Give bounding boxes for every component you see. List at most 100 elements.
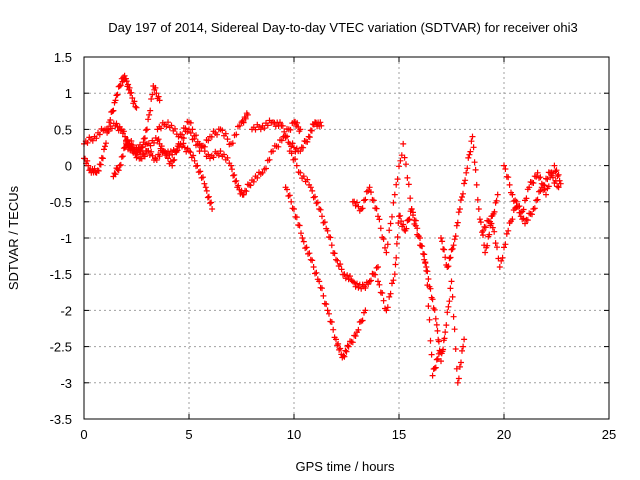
data-point-interp bbox=[117, 161, 124, 168]
data-point-interp bbox=[486, 231, 493, 238]
data-point-interp bbox=[340, 352, 347, 359]
data-point-interp bbox=[135, 146, 142, 153]
data-point-interp bbox=[404, 174, 411, 181]
series-track-n bbox=[438, 133, 501, 270]
data-point-interp bbox=[319, 213, 325, 220]
y-tick-label: -3.5 bbox=[50, 412, 72, 427]
data-point-interp bbox=[461, 180, 468, 187]
data-point bbox=[557, 180, 564, 187]
data-point-interp bbox=[537, 187, 544, 194]
data-point-interp bbox=[146, 152, 153, 158]
data-point-interp bbox=[289, 140, 296, 147]
data-point-interp bbox=[431, 306, 438, 313]
data-point-interp bbox=[113, 92, 120, 99]
data-point-interp bbox=[125, 81, 132, 88]
data-point-interp bbox=[103, 140, 109, 147]
data-point-interp bbox=[179, 131, 185, 138]
data-point-interp bbox=[516, 209, 523, 216]
data-point bbox=[438, 235, 444, 241]
data-point-interp bbox=[145, 147, 152, 154]
data-point bbox=[463, 169, 470, 176]
data-point-interp bbox=[457, 197, 464, 204]
data-point-interp bbox=[130, 142, 136, 149]
data-point-interp bbox=[531, 205, 538, 212]
y-tick-label: 0.5 bbox=[54, 122, 72, 137]
data-point bbox=[112, 97, 119, 104]
data-point-interp bbox=[439, 238, 446, 245]
data-point bbox=[165, 119, 171, 126]
data-point-interp bbox=[123, 78, 130, 85]
data-point bbox=[316, 278, 323, 285]
data-point-interp bbox=[464, 165, 471, 172]
data-point-interp bbox=[181, 144, 188, 151]
data-point-interp bbox=[242, 115, 249, 122]
data-point bbox=[391, 271, 398, 278]
data-point-interp bbox=[501, 244, 507, 251]
y-tick-label: -0.5 bbox=[50, 195, 72, 210]
data-point-interp bbox=[205, 137, 212, 144]
data-point-interp bbox=[382, 244, 388, 251]
data-point-interp bbox=[117, 127, 124, 134]
data-point-interp bbox=[304, 138, 311, 145]
data-point bbox=[194, 162, 201, 169]
data-point-interp bbox=[387, 220, 394, 227]
data-point-interp bbox=[344, 272, 351, 279]
data-point-interp bbox=[146, 111, 153, 118]
data-point-interp bbox=[309, 257, 316, 264]
data-point-interp bbox=[554, 183, 561, 190]
data-point-interp bbox=[116, 83, 123, 89]
data-point-interp bbox=[545, 183, 552, 190]
data-point-interp bbox=[396, 163, 402, 170]
series-track-j bbox=[282, 184, 369, 361]
data-point-interp bbox=[422, 260, 429, 267]
data-point bbox=[475, 206, 482, 212]
data-point-interp bbox=[446, 255, 453, 262]
data-point-interp bbox=[250, 178, 257, 185]
data-point-interp bbox=[530, 180, 537, 186]
data-point-interp bbox=[419, 243, 426, 250]
data-point-interp bbox=[308, 127, 315, 134]
data-point-interp bbox=[224, 154, 231, 161]
data-point-interp bbox=[476, 216, 483, 223]
data-point-interp bbox=[279, 122, 286, 129]
data-point-interp bbox=[126, 141, 133, 148]
data-point-interp bbox=[534, 196, 541, 203]
data-point-interp bbox=[467, 148, 474, 155]
data-point-interp bbox=[328, 319, 335, 325]
data-point-interp bbox=[494, 244, 500, 251]
data-point-interp bbox=[266, 156, 273, 163]
data-point-interp bbox=[387, 290, 394, 297]
data-point-interp bbox=[515, 203, 521, 210]
data-point-interp bbox=[540, 187, 547, 194]
data-point-interp bbox=[263, 165, 269, 172]
data-point-interp bbox=[284, 133, 290, 140]
data-point bbox=[133, 104, 140, 111]
data-point-interp bbox=[392, 261, 399, 268]
data-point bbox=[333, 336, 339, 343]
data-point bbox=[494, 191, 501, 198]
data-point bbox=[429, 372, 436, 379]
series-track-g bbox=[249, 117, 302, 155]
data-point-interp bbox=[163, 150, 170, 157]
data-point-interp bbox=[389, 213, 395, 220]
data-point-interp bbox=[452, 346, 459, 352]
data-point-interp bbox=[153, 157, 160, 163]
data-point-interp bbox=[351, 198, 358, 205]
data-point-interp bbox=[482, 224, 489, 231]
data-point-interp bbox=[158, 125, 164, 132]
data-point-interp bbox=[128, 138, 135, 144]
data-point-interp bbox=[215, 152, 222, 159]
data-point bbox=[469, 133, 476, 140]
data-point-interp bbox=[341, 353, 348, 360]
data-point-interp bbox=[111, 170, 118, 177]
data-point-interp bbox=[284, 186, 290, 193]
data-point-interp bbox=[277, 119, 283, 126]
data-point-interp bbox=[493, 197, 500, 204]
data-point-interp bbox=[131, 98, 138, 105]
y-tick-label: -2.5 bbox=[50, 340, 72, 355]
data-point-interp bbox=[393, 240, 400, 247]
data-point-interp bbox=[533, 197, 540, 204]
data-point-interp bbox=[303, 244, 310, 251]
data-point bbox=[427, 285, 434, 292]
